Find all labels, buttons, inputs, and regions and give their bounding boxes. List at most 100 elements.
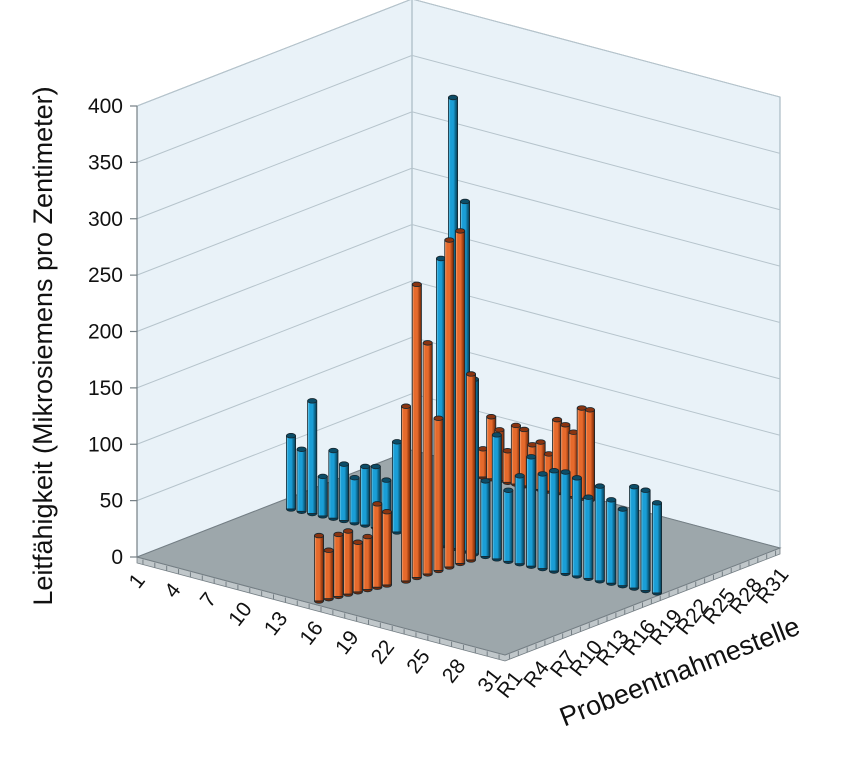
bar-top-cap: [349, 475, 360, 481]
bar-blue-right-4: [514, 473, 525, 567]
bar-blue-right-16: [652, 500, 663, 596]
y-tick-label-350: 350: [88, 151, 123, 174]
bar-top-cap: [519, 426, 530, 433]
bar-top-cap: [323, 547, 334, 553]
bar-bottom-cap: [360, 524, 371, 528]
bar-top-cap: [370, 463, 381, 470]
bar-top-cap: [571, 475, 582, 481]
bar-body: [594, 485, 605, 582]
bar-bottom-cap: [314, 600, 324, 604]
r-tick-label-R31: R31: [752, 564, 794, 609]
bar-orange-left-5: [362, 533, 373, 593]
bar-body: [343, 530, 354, 595]
bar-top-cap: [629, 483, 640, 490]
gridline-400: [136, 0, 781, 107]
bar-blue-left-0: [285, 433, 296, 512]
bar-top-cap: [459, 198, 470, 205]
gridline-250: [136, 167, 781, 276]
x-tick-label-7: 7: [196, 588, 221, 611]
bar-bottom-cap: [526, 565, 537, 569]
bar-blue-left-3: [317, 473, 328, 519]
bar-top-cap: [560, 422, 571, 428]
bar-body: [465, 373, 476, 561]
y-tick-label-200: 200: [88, 321, 123, 344]
bar-body: [477, 448, 488, 478]
bar-body: [296, 448, 307, 512]
bar-blue-right-7: [549, 468, 560, 574]
gridline-300: [136, 111, 781, 220]
bar-body: [629, 486, 640, 589]
bar-body: [514, 475, 525, 565]
bar-top-cap: [444, 237, 455, 243]
bar-top-cap: [285, 433, 296, 439]
y-axis-title: Leitfähigkeit (Mikrosiemens pro Zentimet…: [28, 86, 58, 605]
bar-blue-left-7: [360, 463, 371, 528]
bar-body: [502, 450, 513, 483]
bar-orange-left-7: [381, 509, 392, 588]
bar-blue-right-9: [571, 475, 582, 579]
bar-top-cap: [494, 427, 505, 433]
bar-blue-right-15: [640, 487, 651, 594]
bar-top-cap: [422, 340, 433, 346]
bar-top-cap: [381, 509, 392, 515]
bar-top-cap: [317, 473, 328, 480]
bar-body: [317, 476, 328, 517]
bar-top-cap: [333, 531, 344, 538]
bar-body: [338, 463, 349, 521]
bar-blue-left-5: [338, 461, 349, 524]
bar-bottom-cap: [317, 515, 328, 519]
bar-top-cap: [307, 398, 318, 404]
bar-blue-left-6: [349, 475, 360, 526]
bar-body: [313, 535, 324, 602]
bar-top-cap: [328, 447, 339, 454]
bar-bottom-cap: [382, 584, 392, 588]
bar-body: [652, 502, 663, 594]
bar-top-cap: [594, 483, 605, 489]
bar-top-cap: [313, 532, 324, 539]
bar-body: [285, 435, 296, 510]
bar-top-cap: [537, 471, 548, 477]
bar-top-cap: [360, 463, 371, 470]
bar-bottom-cap: [629, 587, 640, 591]
r-tick-label-R4: R4: [519, 657, 554, 693]
bar-body: [381, 511, 392, 586]
bar-bottom-cap: [339, 520, 349, 524]
bar-top-cap: [652, 500, 663, 506]
bar-bottom-cap: [392, 531, 402, 535]
bar-bottom-cap: [433, 570, 444, 574]
bar-top-cap: [491, 432, 502, 438]
bar-top-cap: [433, 415, 444, 421]
bar-body: [455, 230, 466, 564]
bar-orange-center-3: [433, 415, 444, 574]
bar-top-cap: [510, 422, 521, 429]
bar-bottom-cap: [560, 573, 571, 577]
bar-orange-right-13: [585, 407, 596, 503]
bar-bottom-cap: [466, 559, 476, 563]
x-tick-label-19: 19: [331, 626, 364, 659]
bar-bottom-cap: [606, 582, 617, 586]
bar-body: [422, 342, 433, 575]
bar-top-cap: [296, 446, 307, 452]
bar-top-cap: [372, 501, 383, 507]
bar-top-cap: [568, 429, 579, 435]
x-tick-label-25: 25: [402, 645, 435, 678]
bar-top-cap: [343, 528, 354, 534]
bar-bottom-cap: [549, 570, 560, 574]
bar-blue-left-1: [296, 446, 307, 514]
bar-bottom-cap: [480, 556, 491, 560]
y-tick-label-150: 150: [88, 377, 123, 400]
bar-body: [433, 417, 444, 571]
bar-bottom-cap: [455, 563, 466, 567]
bar-top-cap: [352, 539, 363, 545]
bar-bottom-cap: [372, 586, 383, 590]
bar-top-cap: [503, 487, 514, 493]
bar-bottom-cap: [349, 522, 360, 526]
x-tick-label-13: 13: [260, 607, 293, 640]
x-tick-label-16: 16: [295, 617, 328, 650]
bar-body: [362, 536, 373, 590]
bar-body: [391, 441, 402, 533]
y-tick-label-0: 0: [111, 546, 123, 569]
bar-top-cap: [535, 439, 546, 445]
bar-top-cap: [486, 414, 497, 420]
